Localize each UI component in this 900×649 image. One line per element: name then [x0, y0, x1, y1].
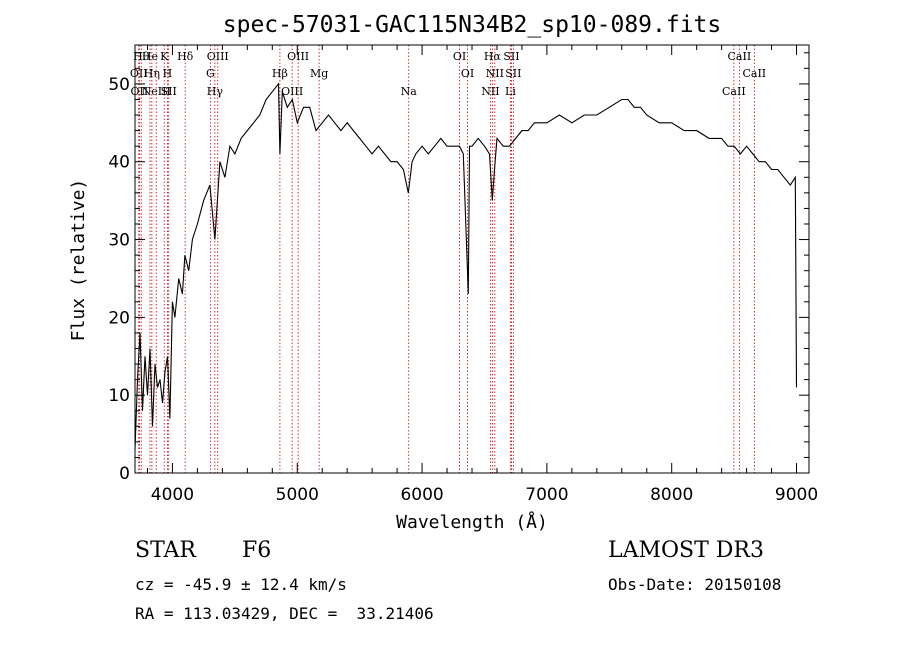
line-label: NeIII [142, 85, 171, 98]
line-label: Hβ [272, 67, 288, 80]
line-label: OI [461, 67, 474, 80]
line-label: CaII [742, 67, 766, 80]
y-axis: 0 10 20 30 40 50 [108, 52, 809, 484]
line-label: Mg [310, 67, 328, 80]
x-tick-label: 8000 [650, 485, 693, 505]
x-tick-label: 6000 [400, 485, 443, 505]
chart-title: spec-57031-GAC115N34B2_sp10-089.fits [223, 12, 722, 38]
line-label: Li [505, 85, 516, 98]
line-label: Hη [144, 67, 160, 80]
y-tick-label: 10 [108, 386, 130, 406]
redshift-value: cz = -45.9 ± 12.4 km/s [135, 575, 347, 594]
x-tick-label: 7000 [525, 485, 568, 505]
x-tick-label: 4000 [151, 485, 194, 505]
sky-coordinates: RA = 113.03429, DEC = 33.21406 [135, 604, 434, 623]
object-class: STAR [135, 538, 196, 563]
line-label: Hγ [207, 85, 224, 98]
plot-frame [134, 44, 810, 474]
survey-name: LAMOST DR3 [608, 538, 764, 563]
y-tick-label: 20 [108, 308, 130, 328]
line-label: OI [453, 50, 466, 63]
object-subclass: F6 [242, 538, 272, 563]
x-tick-label: 5000 [276, 485, 319, 505]
x-axis-label: Wavelength (Å) [396, 511, 548, 533]
y-tick-label: 40 [108, 153, 130, 173]
line-label: CaII [728, 50, 752, 63]
line-label: He [142, 50, 158, 63]
y-axis-label: Flux (relative) [68, 179, 89, 342]
line-label: SII [505, 67, 521, 80]
line-label: OII [130, 67, 148, 80]
line-label: OIII [207, 50, 229, 63]
spectral-line-labels: HθOIIOIIHeHηNeIIIKHSIIHδGHγOIIIHβOIIIOII… [130, 50, 766, 98]
line-label: NII [486, 67, 504, 80]
line-label: H [163, 67, 173, 80]
spectral-line-markers [138, 45, 755, 473]
y-tick-label: 50 [108, 75, 130, 95]
line-label: OIII [287, 50, 309, 63]
line-label: CaII [722, 85, 746, 98]
line-label: K [160, 50, 169, 63]
y-tick-label: 0 [119, 464, 130, 484]
line-label: NII [481, 85, 499, 98]
observation-date: Obs-Date: 20150108 [608, 575, 782, 594]
line-label: OIII [281, 85, 303, 98]
line-label: G [206, 67, 215, 80]
line-label: Na [401, 85, 418, 98]
line-label: Hδ [177, 50, 194, 63]
line-label: Hα [484, 50, 502, 63]
flux-curve [134, 82, 798, 450]
y-tick-label: 30 [108, 231, 130, 251]
x-axis: 4000 5000 6000 7000 8000 9000 [146, 45, 818, 505]
x-tick-label: 9000 [775, 485, 818, 505]
line-label: SII [503, 50, 519, 63]
line-label: SII [161, 85, 177, 98]
